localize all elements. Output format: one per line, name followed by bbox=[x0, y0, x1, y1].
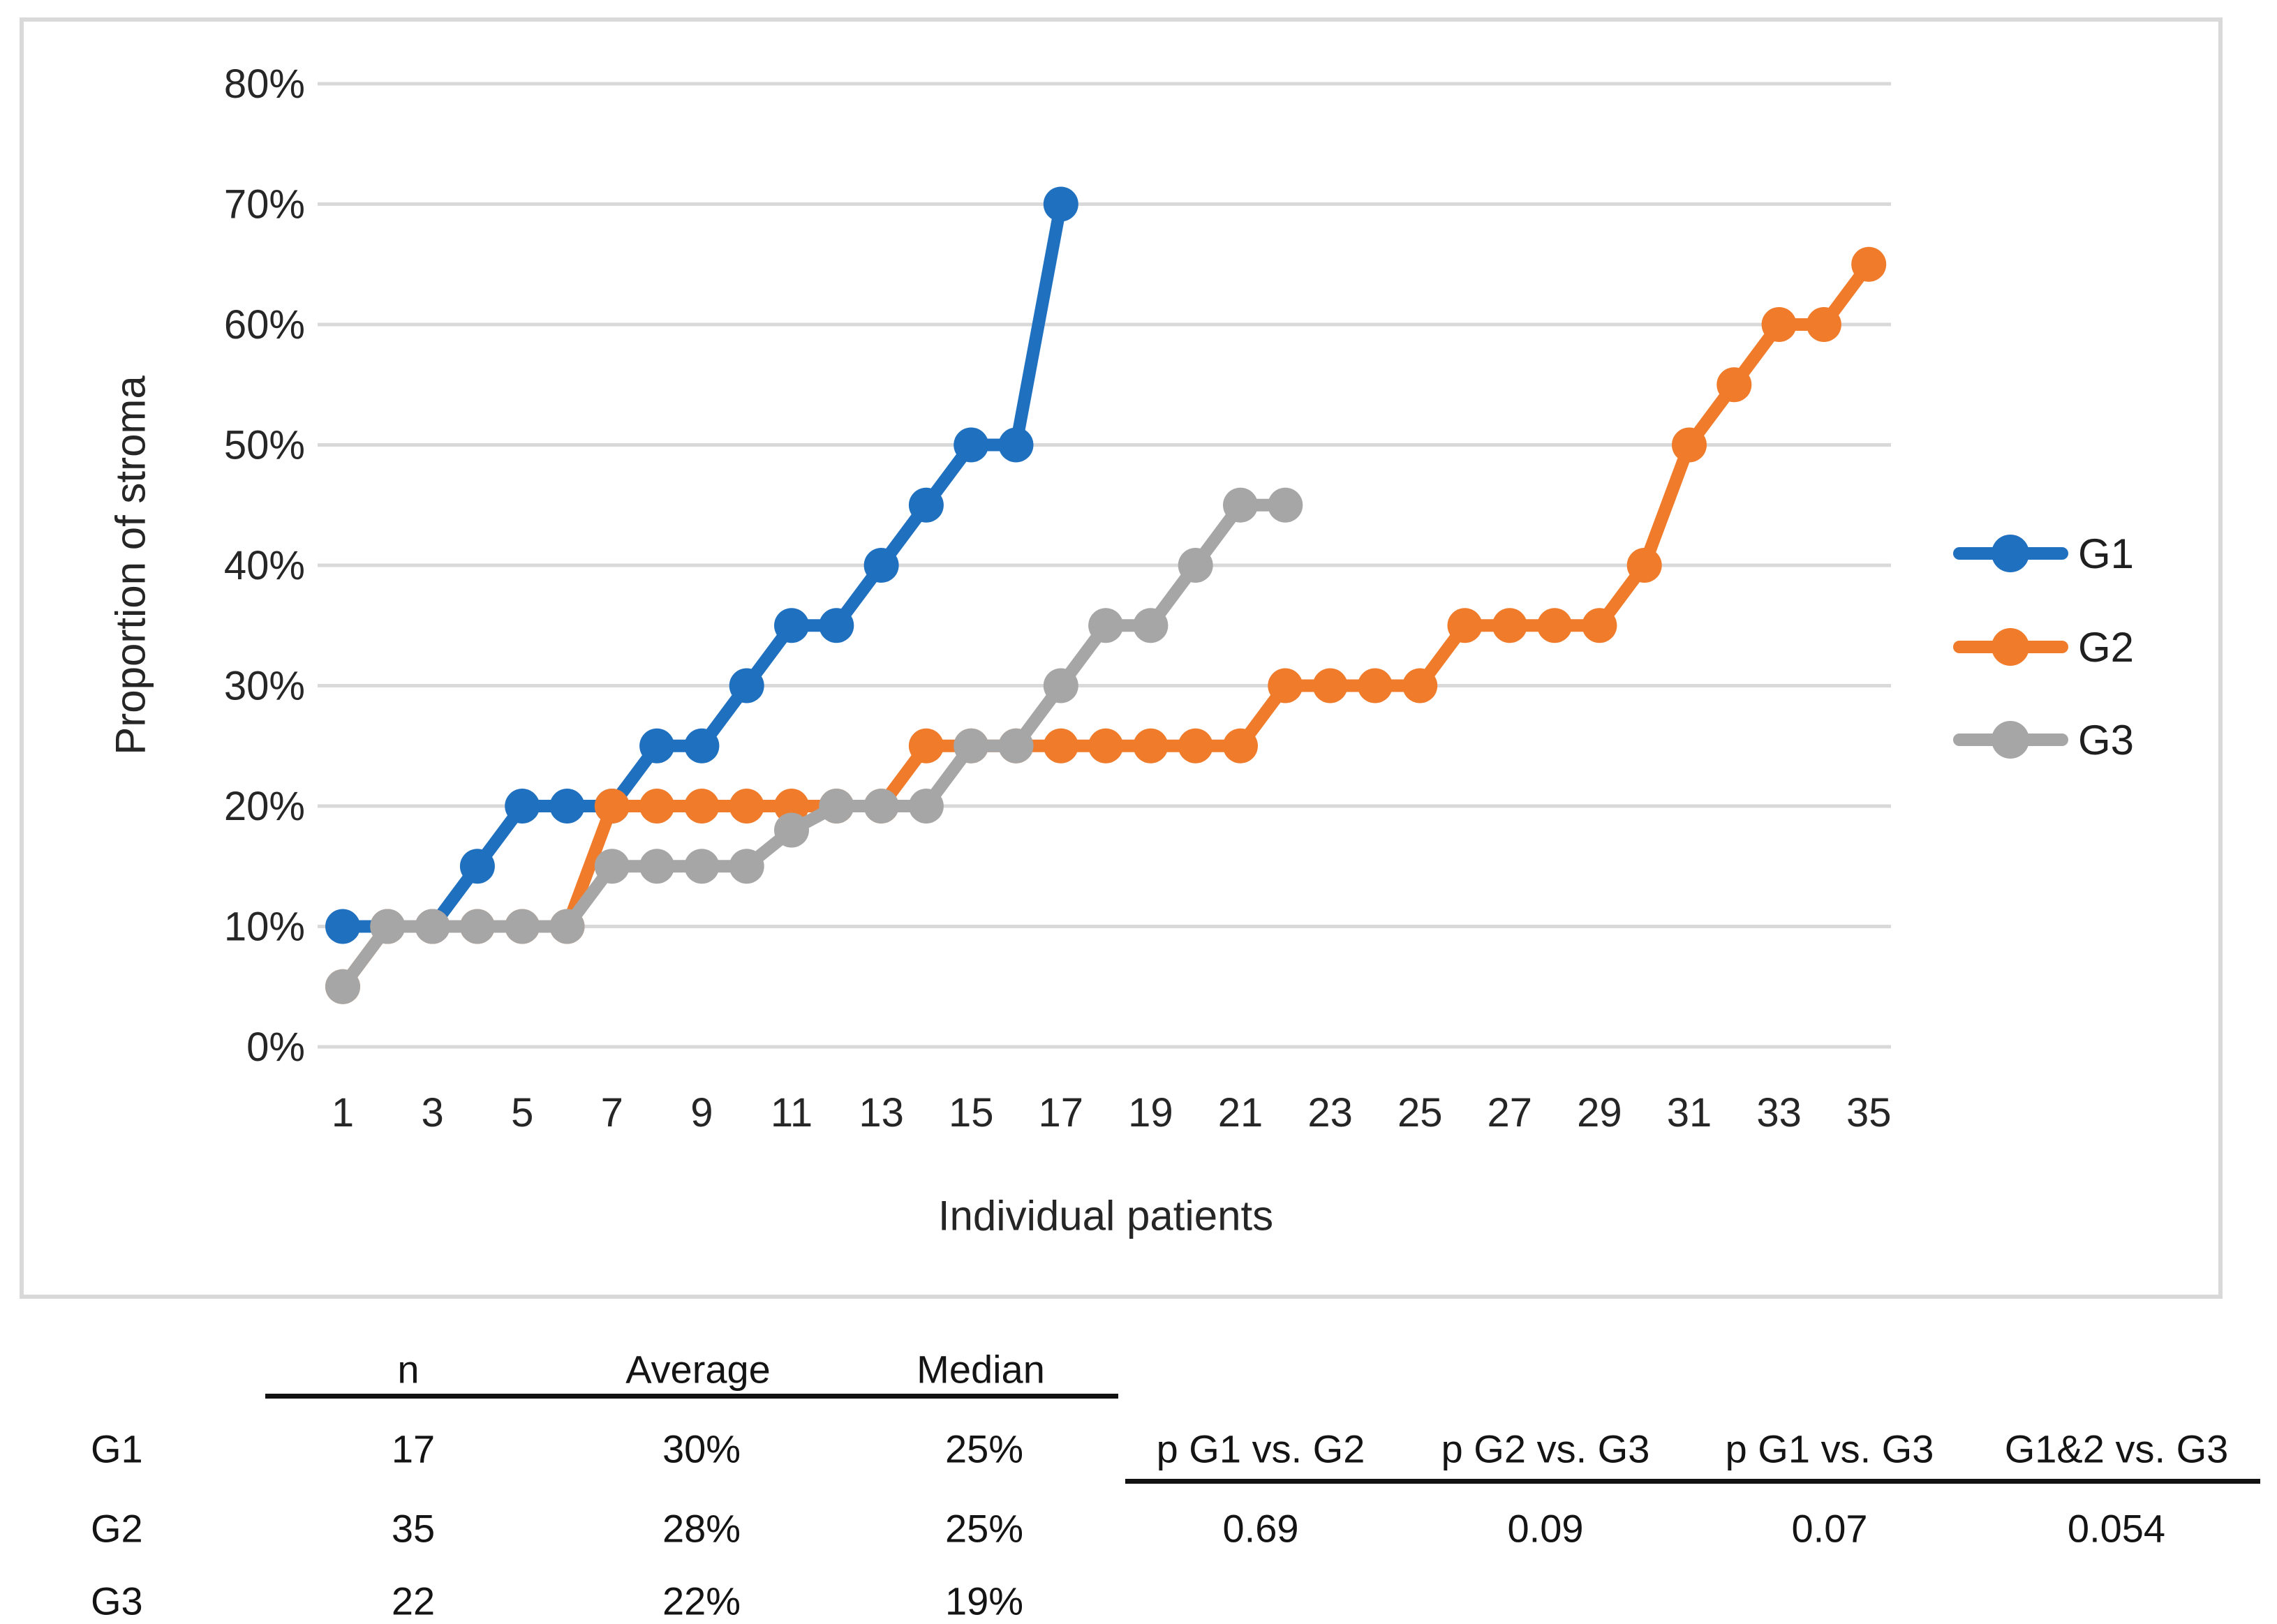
p-value: 0.09 bbox=[1507, 1506, 1584, 1551]
p-header: p G1 vs. G2 bbox=[1156, 1426, 1365, 1471]
svg-text:60%: 60% bbox=[224, 302, 305, 348]
p-header: G1&2 vs. G3 bbox=[2004, 1426, 2229, 1471]
legend-item-g1: G1 bbox=[1953, 515, 2134, 592]
stats-header-median: Median bbox=[917, 1347, 1045, 1392]
svg-text:27: 27 bbox=[1488, 1090, 1533, 1135]
stats-header-average: Average bbox=[625, 1347, 771, 1392]
stats-cell: 19% bbox=[944, 1579, 1024, 1623]
svg-text:40%: 40% bbox=[224, 543, 305, 588]
svg-text:35: 35 bbox=[1846, 1090, 1892, 1135]
stats-cell: 30% bbox=[662, 1426, 741, 1471]
svg-text:17: 17 bbox=[1039, 1090, 1084, 1135]
svg-text:10%: 10% bbox=[224, 904, 305, 950]
svg-text:25: 25 bbox=[1397, 1090, 1443, 1135]
stats-row-label: G3 bbox=[91, 1579, 143, 1623]
svg-text:13: 13 bbox=[859, 1090, 904, 1135]
stats-cell: 22 bbox=[391, 1579, 436, 1623]
svg-text:7: 7 bbox=[601, 1090, 623, 1135]
svg-text:19: 19 bbox=[1128, 1090, 1173, 1135]
svg-text:11: 11 bbox=[771, 1090, 813, 1135]
p-value: 0.69 bbox=[1222, 1506, 1299, 1551]
stats-cell: 17 bbox=[391, 1426, 436, 1471]
svg-text:23: 23 bbox=[1307, 1090, 1353, 1135]
p-value: 0.054 bbox=[2067, 1506, 2166, 1551]
g2-line-marker-icon bbox=[1953, 609, 2068, 685]
stats-cell: 25% bbox=[944, 1506, 1024, 1551]
p-value: 0.07 bbox=[1791, 1506, 1868, 1551]
svg-text:21: 21 bbox=[1218, 1090, 1263, 1135]
legend-item-g2: G2 bbox=[1953, 609, 2134, 685]
stats-cell: 25% bbox=[944, 1426, 1024, 1471]
svg-text:33: 33 bbox=[1756, 1090, 1802, 1135]
svg-text:15: 15 bbox=[949, 1090, 994, 1135]
series-G3 bbox=[325, 487, 1303, 1004]
svg-text:3: 3 bbox=[421, 1090, 443, 1135]
stroma-line-chart: 0%10%20%30%40%50%60%70%80%1 3 5 7 9 11 13 15 17 1… bbox=[224, 61, 1892, 1135]
legend-label-g2: G2 bbox=[2078, 623, 2135, 671]
svg-text:0%: 0% bbox=[246, 1025, 305, 1070]
svg-text:31: 31 bbox=[1667, 1090, 1712, 1135]
svg-text:1: 1 bbox=[332, 1090, 354, 1135]
svg-text:80%: 80% bbox=[224, 61, 305, 107]
g3-line-marker-icon bbox=[1953, 701, 2068, 778]
x-axis-title: Individual patients bbox=[937, 1192, 1274, 1239]
chart-border-box bbox=[20, 17, 2223, 1299]
y-axis-title: Proportion of stroma bbox=[107, 375, 154, 755]
stats-row-label: G2 bbox=[91, 1506, 143, 1551]
x-axis-tick-labels: 1 3 5 7 9 11 13 15 17 19 21 23 25 27 29 31 33 35 bbox=[332, 1090, 1892, 1135]
p-header-rule bbox=[1125, 1479, 2260, 1484]
stats-header-rule bbox=[265, 1394, 1118, 1399]
stats-cell: 28% bbox=[662, 1506, 741, 1551]
stats-cell: 22% bbox=[662, 1579, 741, 1623]
svg-text:20%: 20% bbox=[224, 784, 305, 829]
svg-text:70%: 70% bbox=[224, 182, 305, 228]
p-header: p G2 vs. G3 bbox=[1441, 1426, 1650, 1471]
svg-text:5: 5 bbox=[511, 1090, 533, 1135]
svg-text:50%: 50% bbox=[224, 423, 305, 468]
stats-row-label: G1 bbox=[91, 1426, 143, 1471]
p-header: p G1 vs. G3 bbox=[1725, 1426, 1934, 1471]
svg-text:9: 9 bbox=[690, 1090, 713, 1135]
stats-cell: 35 bbox=[391, 1506, 436, 1551]
legend-item-g3: G3 bbox=[1953, 701, 2134, 778]
y-axis-tick-labels: 0% 10% 20% 30% 40% 50% 60% 70% 80% bbox=[224, 61, 305, 1070]
g1-line-marker-icon bbox=[1953, 515, 2068, 592]
svg-text:30%: 30% bbox=[224, 664, 305, 709]
svg-text:29: 29 bbox=[1577, 1090, 1622, 1135]
stats-header-n: n bbox=[397, 1347, 420, 1392]
legend-label-g3: G3 bbox=[2078, 716, 2135, 763]
legend-label-g1: G1 bbox=[2078, 530, 2135, 577]
